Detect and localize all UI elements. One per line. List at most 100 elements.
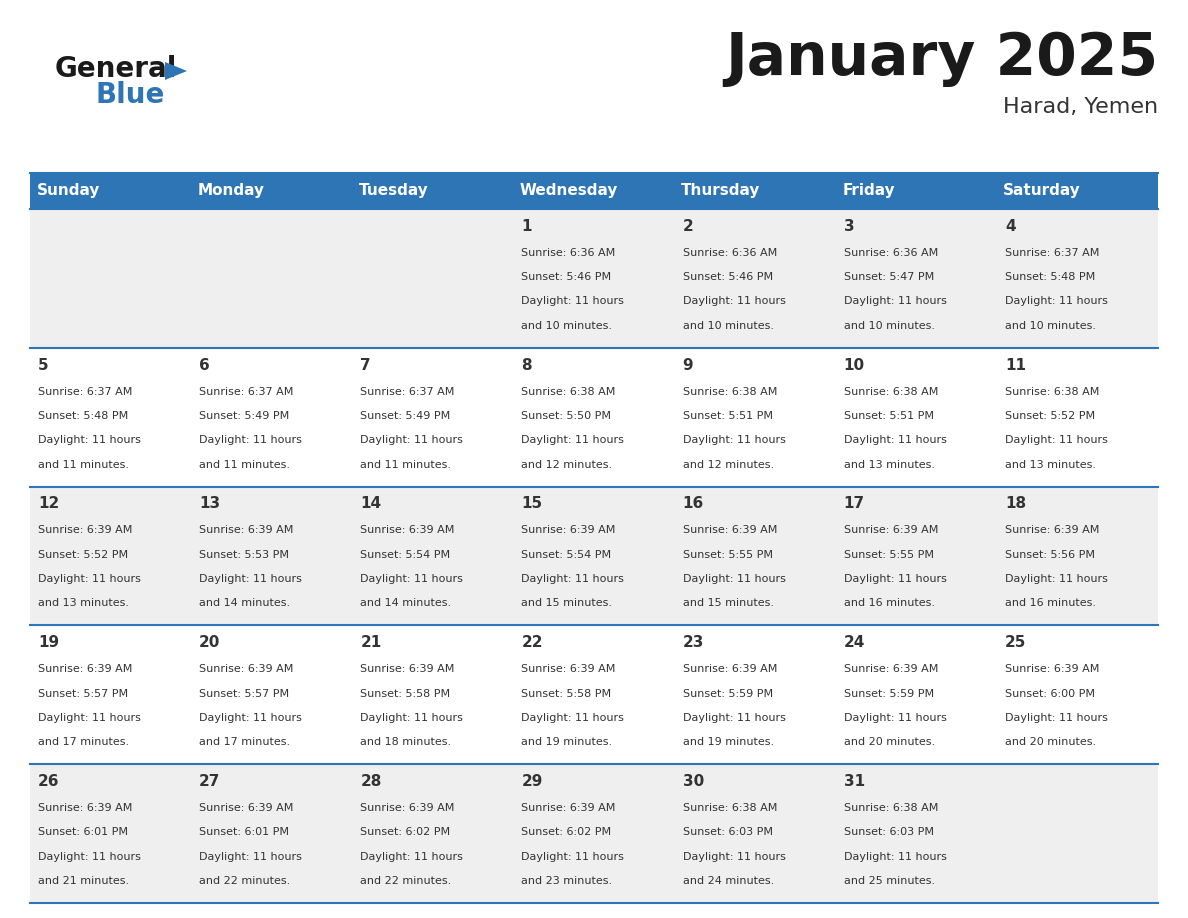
Text: Daylight: 11 hours: Daylight: 11 hours: [38, 574, 141, 584]
Text: Daylight: 11 hours: Daylight: 11 hours: [1005, 297, 1107, 307]
Text: Sunrise: 6:39 AM: Sunrise: 6:39 AM: [38, 525, 132, 535]
Polygon shape: [165, 62, 187, 80]
Text: Sunrise: 6:38 AM: Sunrise: 6:38 AM: [522, 386, 615, 397]
Text: Sunset: 5:51 PM: Sunset: 5:51 PM: [843, 411, 934, 421]
Text: Daylight: 11 hours: Daylight: 11 hours: [38, 713, 141, 722]
Text: 7: 7: [360, 357, 371, 373]
Text: Sunrise: 6:39 AM: Sunrise: 6:39 AM: [843, 525, 939, 535]
Text: 9: 9: [683, 357, 694, 373]
Text: Daylight: 11 hours: Daylight: 11 hours: [843, 297, 947, 307]
Text: 18: 18: [1005, 497, 1026, 511]
Text: 13: 13: [200, 497, 220, 511]
Text: and 21 minutes.: and 21 minutes.: [38, 876, 129, 886]
Text: Daylight: 11 hours: Daylight: 11 hours: [360, 574, 463, 584]
Text: Sunrise: 6:37 AM: Sunrise: 6:37 AM: [38, 386, 132, 397]
Text: 5: 5: [38, 357, 49, 373]
Text: Daylight: 11 hours: Daylight: 11 hours: [360, 713, 463, 722]
Text: Sunset: 5:55 PM: Sunset: 5:55 PM: [683, 550, 772, 560]
Text: and 14 minutes.: and 14 minutes.: [360, 599, 451, 609]
Text: and 22 minutes.: and 22 minutes.: [360, 876, 451, 886]
Text: Daylight: 11 hours: Daylight: 11 hours: [522, 852, 625, 862]
Text: Sunset: 5:46 PM: Sunset: 5:46 PM: [522, 272, 612, 282]
Text: Daylight: 11 hours: Daylight: 11 hours: [683, 297, 785, 307]
Text: Sunrise: 6:39 AM: Sunrise: 6:39 AM: [360, 665, 455, 674]
Text: Daylight: 11 hours: Daylight: 11 hours: [522, 435, 625, 445]
Text: and 18 minutes.: and 18 minutes.: [360, 737, 451, 747]
Text: Daylight: 11 hours: Daylight: 11 hours: [683, 852, 785, 862]
Text: Sunrise: 6:38 AM: Sunrise: 6:38 AM: [1005, 386, 1099, 397]
Text: 17: 17: [843, 497, 865, 511]
Bar: [30, 209, 1158, 348]
Text: Sunset: 5:58 PM: Sunset: 5:58 PM: [360, 688, 450, 699]
Text: and 16 minutes.: and 16 minutes.: [1005, 599, 1095, 609]
Text: Sunrise: 6:38 AM: Sunrise: 6:38 AM: [683, 386, 777, 397]
Text: 21: 21: [360, 635, 381, 650]
Text: 22: 22: [522, 635, 543, 650]
Text: and 13 minutes.: and 13 minutes.: [1005, 460, 1095, 469]
Text: Sunrise: 6:37 AM: Sunrise: 6:37 AM: [360, 386, 455, 397]
Text: and 14 minutes.: and 14 minutes.: [200, 599, 290, 609]
Text: 23: 23: [683, 635, 704, 650]
Text: and 10 minutes.: and 10 minutes.: [522, 320, 613, 330]
Text: Sunrise: 6:39 AM: Sunrise: 6:39 AM: [200, 525, 293, 535]
Text: 12: 12: [38, 497, 59, 511]
Text: Sunrise: 6:39 AM: Sunrise: 6:39 AM: [200, 665, 293, 674]
Text: 8: 8: [522, 357, 532, 373]
Text: and 19 minutes.: and 19 minutes.: [683, 737, 773, 747]
Text: January 2025: January 2025: [725, 30, 1158, 87]
Text: Blue: Blue: [95, 81, 164, 109]
Text: 4: 4: [1005, 218, 1016, 234]
Text: Daylight: 11 hours: Daylight: 11 hours: [522, 297, 625, 307]
Text: Sunset: 5:49 PM: Sunset: 5:49 PM: [360, 411, 450, 421]
Text: 27: 27: [200, 774, 221, 789]
Text: 20: 20: [200, 635, 221, 650]
Text: Sunrise: 6:39 AM: Sunrise: 6:39 AM: [38, 803, 132, 813]
Text: Sunrise: 6:36 AM: Sunrise: 6:36 AM: [522, 248, 615, 258]
Text: 3: 3: [843, 218, 854, 234]
Text: Sunrise: 6:39 AM: Sunrise: 6:39 AM: [683, 665, 777, 674]
Text: Daylight: 11 hours: Daylight: 11 hours: [38, 435, 141, 445]
Text: Daylight: 11 hours: Daylight: 11 hours: [1005, 713, 1107, 722]
Text: Sunset: 5:54 PM: Sunset: 5:54 PM: [360, 550, 450, 560]
Text: 6: 6: [200, 357, 210, 373]
Text: Sunset: 5:50 PM: Sunset: 5:50 PM: [522, 411, 612, 421]
Text: and 10 minutes.: and 10 minutes.: [843, 320, 935, 330]
Text: 10: 10: [843, 357, 865, 373]
Text: Daylight: 11 hours: Daylight: 11 hours: [360, 852, 463, 862]
Text: Sunrise: 6:37 AM: Sunrise: 6:37 AM: [200, 386, 293, 397]
Text: 29: 29: [522, 774, 543, 789]
Text: Saturday: Saturday: [1004, 184, 1081, 198]
Text: Sunset: 5:52 PM: Sunset: 5:52 PM: [38, 550, 128, 560]
Text: Wednesday: Wednesday: [520, 184, 618, 198]
Text: 1: 1: [522, 218, 532, 234]
Text: Sunrise: 6:39 AM: Sunrise: 6:39 AM: [522, 665, 615, 674]
Text: Sunset: 5:47 PM: Sunset: 5:47 PM: [843, 272, 934, 282]
Text: Daylight: 11 hours: Daylight: 11 hours: [1005, 574, 1107, 584]
Text: 16: 16: [683, 497, 703, 511]
Text: and 15 minutes.: and 15 minutes.: [522, 599, 613, 609]
Text: Sunset: 6:01 PM: Sunset: 6:01 PM: [38, 827, 128, 837]
Text: 15: 15: [522, 497, 543, 511]
Text: and 15 minutes.: and 15 minutes.: [683, 599, 773, 609]
Text: Daylight: 11 hours: Daylight: 11 hours: [683, 435, 785, 445]
Text: and 24 minutes.: and 24 minutes.: [683, 876, 773, 886]
Text: and 19 minutes.: and 19 minutes.: [522, 737, 613, 747]
Text: 31: 31: [843, 774, 865, 789]
Text: and 16 minutes.: and 16 minutes.: [843, 599, 935, 609]
Text: Daylight: 11 hours: Daylight: 11 hours: [200, 713, 302, 722]
Text: Sunrise: 6:38 AM: Sunrise: 6:38 AM: [683, 803, 777, 813]
Text: 28: 28: [360, 774, 381, 789]
Text: 25: 25: [1005, 635, 1026, 650]
Bar: [30, 625, 1158, 764]
Text: Sunrise: 6:36 AM: Sunrise: 6:36 AM: [683, 248, 777, 258]
Text: Sunrise: 6:38 AM: Sunrise: 6:38 AM: [843, 386, 939, 397]
Text: and 11 minutes.: and 11 minutes.: [38, 460, 129, 469]
Text: Sunday: Sunday: [37, 184, 100, 198]
Text: Sunrise: 6:39 AM: Sunrise: 6:39 AM: [360, 525, 455, 535]
Text: Sunset: 6:03 PM: Sunset: 6:03 PM: [843, 827, 934, 837]
Text: Daylight: 11 hours: Daylight: 11 hours: [360, 435, 463, 445]
Text: Sunset: 5:53 PM: Sunset: 5:53 PM: [200, 550, 289, 560]
Bar: [30, 173, 1158, 209]
Text: Sunset: 5:54 PM: Sunset: 5:54 PM: [522, 550, 612, 560]
Text: Daylight: 11 hours: Daylight: 11 hours: [200, 574, 302, 584]
